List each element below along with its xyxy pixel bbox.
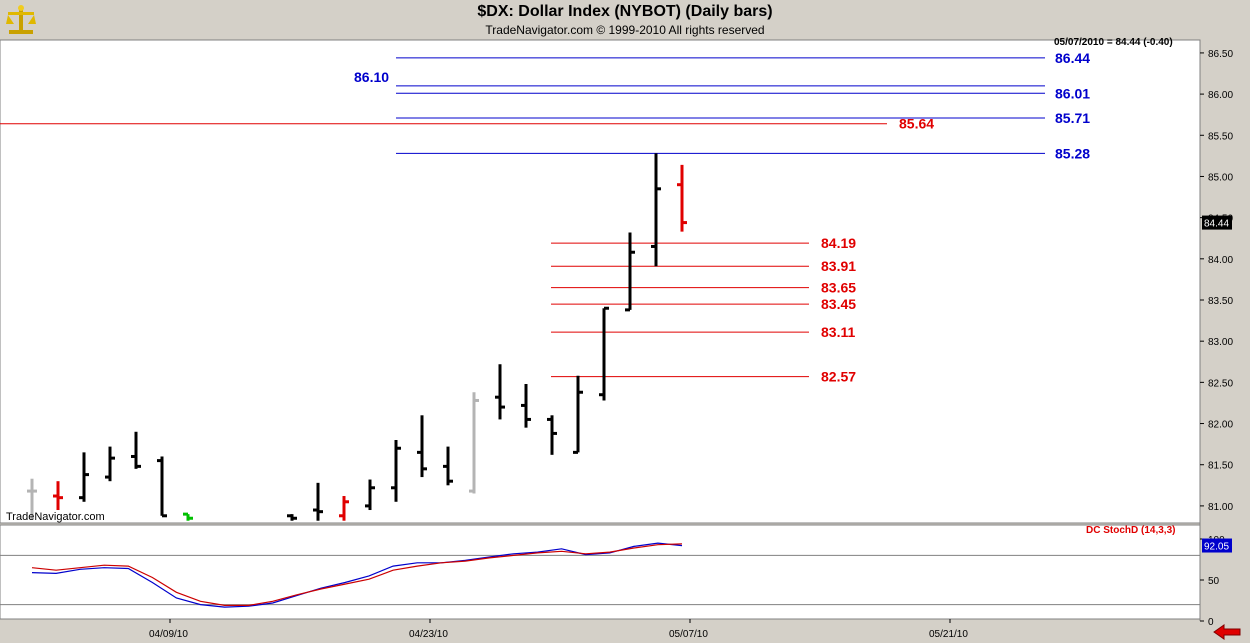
price-y-tick-label: 81.00 bbox=[1208, 502, 1233, 513]
price-y-tick-label: 83.50 bbox=[1208, 296, 1233, 307]
level-label-83.45: 83.45 bbox=[821, 296, 856, 312]
price-y-tick-label: 82.00 bbox=[1208, 420, 1233, 431]
scroll-left-arrow-icon[interactable] bbox=[1212, 624, 1242, 640]
price-y-tick-label: 81.50 bbox=[1208, 461, 1233, 472]
level-label-85.64: 85.64 bbox=[899, 116, 934, 132]
trade-navigator-scales-logo-icon bbox=[6, 5, 36, 34]
price-y-tick-label: 84.00 bbox=[1208, 255, 1233, 266]
stoch-y-tick-label: 50 bbox=[1208, 576, 1220, 587]
price-y-tick-label: 83.00 bbox=[1208, 337, 1233, 348]
price-y-tick-label: 85.50 bbox=[1208, 131, 1233, 142]
stoch-panel bbox=[0, 524, 1201, 620]
x-tick-label: 04/09/10 bbox=[149, 629, 188, 640]
stoch-last-box bbox=[1202, 538, 1232, 553]
level-label-82.57: 82.57 bbox=[821, 369, 856, 385]
price-panel bbox=[0, 39, 1201, 524]
chart-title: $DX: Dollar Index (NYBOT) (Daily bars) bbox=[477, 3, 773, 20]
price-y-tick-label: 86.50 bbox=[1208, 49, 1233, 60]
stoch-y-tick-label: 0 bbox=[1208, 617, 1214, 628]
level-label-85.28: 85.28 bbox=[1055, 145, 1090, 161]
level-label-85.71: 85.71 bbox=[1055, 110, 1090, 126]
price-y-tick-label: 86.00 bbox=[1208, 90, 1233, 101]
last-price-label: 84.44 bbox=[1204, 219, 1229, 230]
stoch-line-0 bbox=[31, 542, 683, 608]
last-price-box bbox=[1202, 215, 1232, 230]
level-label-83.11: 83.11 bbox=[821, 324, 855, 340]
level-label-84.19: 84.19 bbox=[821, 235, 856, 251]
x-tick-label: 04/23/10 bbox=[409, 629, 448, 640]
x-tick-label: 05/21/10 bbox=[929, 629, 968, 640]
last-price-readout: 05/07/2010 = 84.44 (-0.40) bbox=[1054, 37, 1173, 48]
level-label-83.65: 83.65 bbox=[821, 280, 856, 296]
level-label-83.91: 83.91 bbox=[821, 258, 856, 274]
x-tick-label: 05/07/10 bbox=[669, 629, 708, 640]
level-label-86.44: 86.44 bbox=[1055, 50, 1090, 66]
price-y-tick-label: 82.50 bbox=[1208, 378, 1233, 389]
stoch-panel-title: DC StochD (14,3,3) bbox=[1086, 525, 1176, 536]
price-y-tick-label: 85.00 bbox=[1208, 172, 1233, 183]
chart-subtitle: TradeNavigator.com © 1999-2010 All right… bbox=[485, 23, 765, 37]
stoch-last-value: 92.05 bbox=[1204, 542, 1229, 553]
watermark-text: TradeNavigator.com bbox=[6, 511, 105, 523]
stoch-line-1 bbox=[31, 543, 683, 607]
level-label-86.01: 86.01 bbox=[1055, 85, 1090, 101]
level-label-86.10: 86.10 bbox=[354, 69, 389, 85]
